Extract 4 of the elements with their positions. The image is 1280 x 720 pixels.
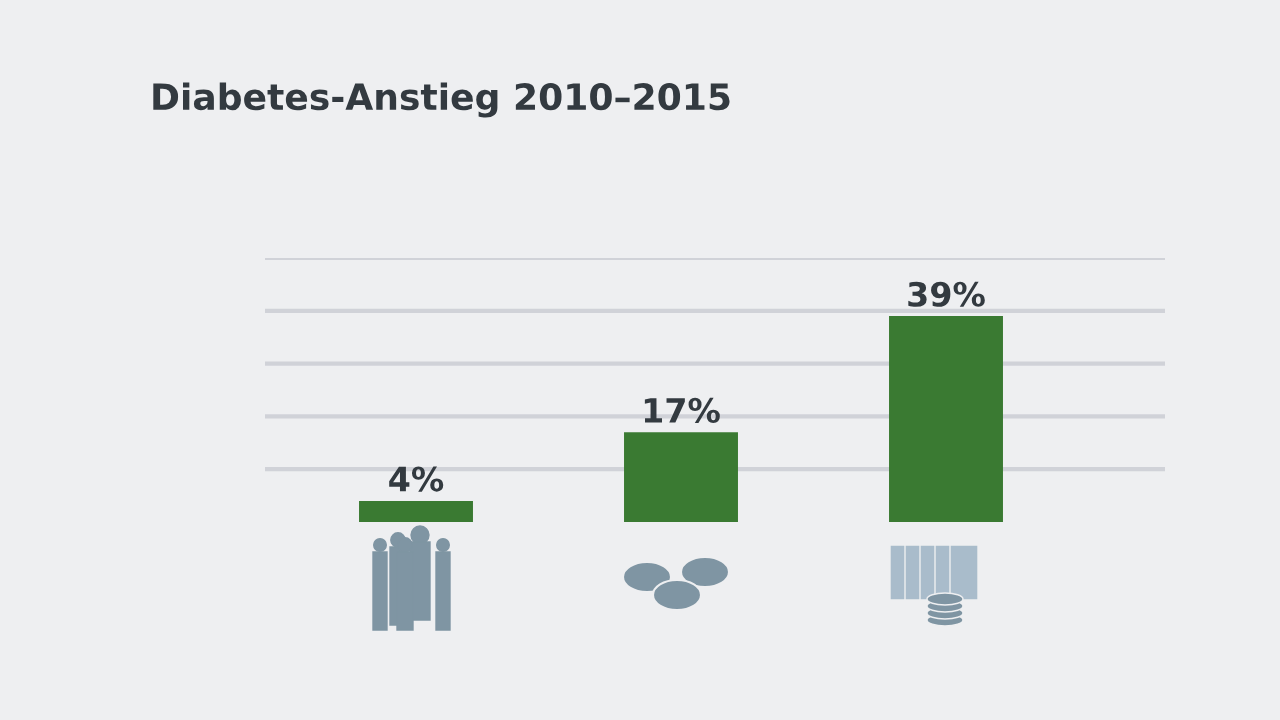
data-label: 39% — [908, 281, 985, 307]
data-label: 4% — [389, 466, 444, 492]
chart-title: Diabetes-Anstieg 2010–2015 — [153, 82, 730, 118]
data-label: 17% — [644, 397, 720, 423]
